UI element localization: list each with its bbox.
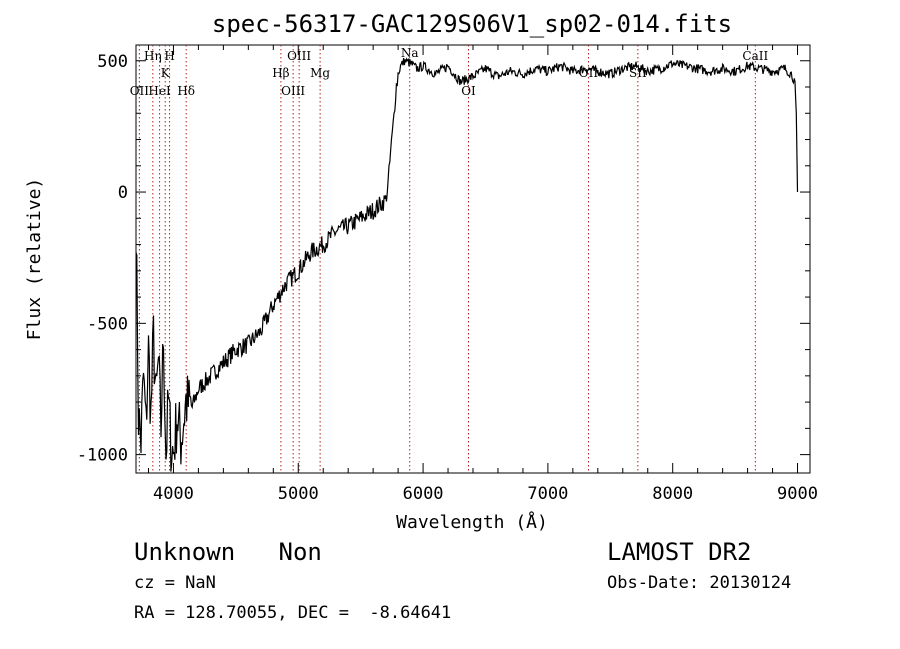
spectral-line-label: OI: [461, 84, 476, 98]
spectral-line-label: Hβ: [272, 66, 289, 80]
spectral-line-markers: [138, 45, 756, 473]
spectral-line-label: Hη: [144, 49, 162, 63]
obs-date-label: Obs-Date: 20130124: [607, 573, 792, 593]
chart-title: spec-56317-GAC129S06V1_sp02-014.fits: [212, 10, 732, 38]
survey-label: LAMOST DR2: [607, 538, 752, 566]
y-tick-label: -1000: [77, 446, 128, 466]
spectral-line-label: Mg: [310, 66, 330, 80]
spectral-line-label: OIII: [287, 49, 311, 63]
spectral-line-label: K: [161, 66, 171, 80]
spectral-line-label: OII: [130, 84, 150, 98]
y-axis-label: Flux (relative): [24, 178, 45, 341]
axis-ticks: 4000 5000 6000 7000 8000 9000 -1000 -500 0 500: [77, 45, 818, 504]
spectral-line-label: Na: [401, 46, 419, 60]
plot-frame: [135, 44, 811, 474]
y-tick-label: 0: [118, 183, 128, 203]
x-tick-label: 6000: [403, 484, 444, 504]
redshift-label: cz = NaN: [134, 573, 216, 593]
spectral-line-label: HeI: [148, 84, 171, 98]
y-tick-label: -500: [87, 314, 128, 334]
spectrum-series-line: [135, 57, 799, 472]
x-tick-label: 5000: [278, 484, 319, 504]
x-tick-label: 7000: [527, 484, 568, 504]
x-tick-label: 8000: [652, 484, 693, 504]
y-tick-label: 500: [97, 52, 128, 72]
x-axis-label: Wavelength (Å): [396, 511, 548, 533]
spectral-line-label: Hδ: [177, 84, 195, 98]
coordinates-label: RA = 128.70055, DEC = -8.64641: [134, 603, 452, 623]
spectral-line-label: OIII: [281, 84, 305, 98]
x-tick-label: 4000: [153, 484, 194, 504]
object-class-label: Unknown Non: [134, 538, 322, 566]
spectral-line-label: H: [164, 49, 174, 63]
x-tick-label: 9000: [777, 484, 818, 504]
spectral-line-label: CaII: [742, 49, 768, 63]
